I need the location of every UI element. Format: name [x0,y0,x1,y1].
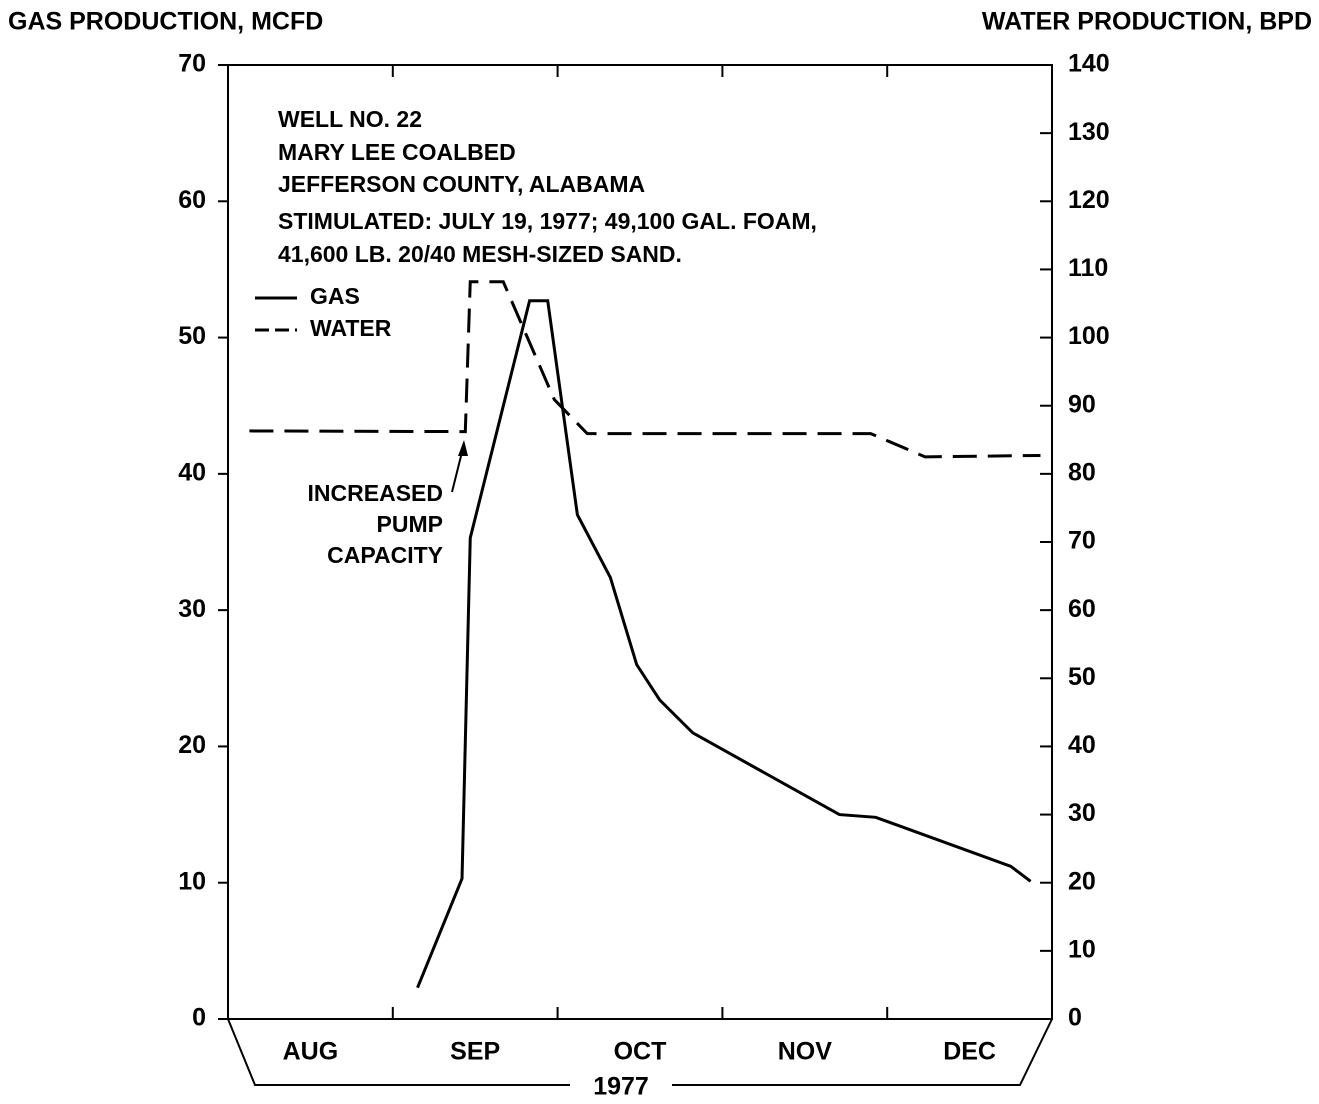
y-tick-label: 70 [178,50,206,78]
y2-tick-label: 70 [1068,527,1096,555]
y2-tick-label: 100 [1068,322,1110,350]
y-tick-label: 30 [178,595,206,623]
y-axis-title: GAS PRODUCTION, MCFD [8,8,323,36]
x-tick-label: SEP [450,1038,500,1066]
y2-tick-label: 140 [1068,50,1110,78]
y-tick-label: 10 [178,867,206,895]
y-tick-label: 50 [178,322,206,350]
legend-label: WATER [310,315,392,341]
x-bracket [227,1018,570,1086]
y2-axis-title: WATER PRODUCTION, BPD [982,8,1312,36]
x-tick-label: DEC [943,1038,996,1066]
annotation: STIMULATED: JULY 19, 1977; 49,100 GAL. F… [278,208,817,234]
y2-tick-label: 50 [1068,663,1096,691]
y2-tick-label: 130 [1068,118,1110,146]
annotation: 41,600 LB. 20/40 MESH-SIZED SAND. [278,241,682,267]
y2-tick-label: 90 [1068,390,1096,418]
y-tick-label: 20 [178,731,206,759]
y2-tick-label: 60 [1068,595,1096,623]
y-tick-label: 0 [192,1004,206,1032]
legend-label: GAS [310,283,360,309]
y-tick-label: 60 [178,186,206,214]
y2-tick-label: 80 [1068,458,1096,486]
annotation: JEFFERSON COUNTY, ALABAMA [278,171,645,197]
annotation: INCREASED [308,480,443,506]
x-tick-label: OCT [614,1038,667,1066]
y2-tick-label: 0 [1068,1004,1082,1032]
data-line [416,299,1032,989]
y2-tick-label: 20 [1068,867,1096,895]
x-tick-label: NOV [778,1038,833,1066]
annotation: PUMP [377,511,443,537]
arrow-head [458,440,468,456]
y2-tick-label: 10 [1068,935,1096,963]
x-bracket [672,1018,1053,1086]
y2-tick-label: 30 [1068,799,1096,827]
x-axis-label: 1977 [593,1073,649,1101]
y2-tick-label: 110 [1068,254,1108,282]
x-tick-label: AUG [283,1038,339,1066]
y-tick-label: 40 [178,458,206,486]
y2-tick-label: 40 [1068,731,1096,759]
data-line [249,280,1041,459]
annotation: CAPACITY [327,542,443,568]
annotation: WELL NO. 22 [278,106,422,132]
annotation: MARY LEE COALBED [278,139,516,165]
y2-tick-label: 120 [1068,186,1110,214]
